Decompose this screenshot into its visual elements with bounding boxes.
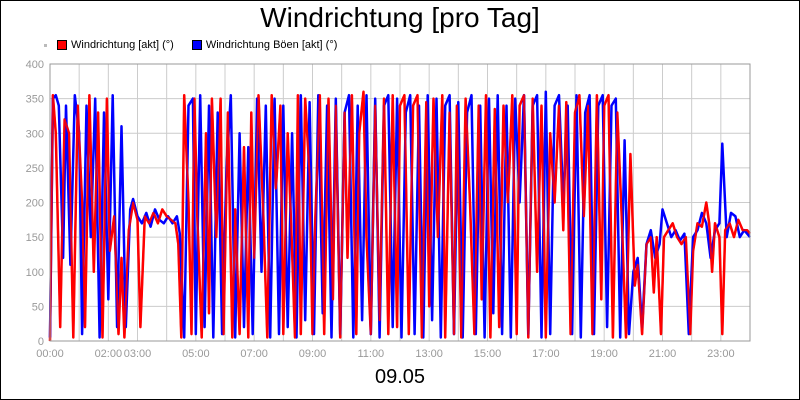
chart-legend: Windrichtung [akt] (°) Windrichtung Böen… xyxy=(44,38,355,52)
legend-marker-icon xyxy=(44,43,47,47)
x-axis-caption: 09.05 xyxy=(374,366,426,388)
x-tick-label: 11:00 xyxy=(357,348,384,360)
x-tick-label: 03:00 xyxy=(124,348,152,360)
y-tick-label: 150 xyxy=(26,232,44,244)
x-tick-label: 21:00 xyxy=(649,348,677,360)
series-line-windrichtung-overlay xyxy=(49,90,751,342)
x-tick-label: 09:00 xyxy=(299,348,327,360)
y-tick-label: 300 xyxy=(26,128,44,140)
y-tick-label: 200 xyxy=(26,198,44,210)
x-tick-label: 19:00 xyxy=(590,348,618,360)
x-tick-label: 23:00 xyxy=(707,348,735,360)
y-tick-label: 400 xyxy=(26,59,44,71)
legend-label-windrichtung: Windrichtung [akt] (°) xyxy=(71,39,174,51)
legend-item-windrichtung: Windrichtung [akt] (°) xyxy=(57,39,174,51)
x-tick-label: 00:00 xyxy=(36,348,64,360)
legend-label-windrichtung-boeen: Windrichtung Böen [akt] (°) xyxy=(205,39,338,51)
x-tick-label: 05:00 xyxy=(182,348,210,360)
y-tick-label: 250 xyxy=(26,163,44,175)
legend-item-windrichtung-boeen: Windrichtung Böen [akt] (°) xyxy=(191,39,338,51)
x-tick-label: 13:00 xyxy=(415,348,443,360)
y-tick-label: 350 xyxy=(26,94,44,106)
chart-title: Windrichtung [pro Tag] xyxy=(260,2,540,33)
legend-swatch-blue xyxy=(191,40,202,50)
x-tick-label: 07:00 xyxy=(240,348,268,360)
y-tick-label: 50 xyxy=(32,301,44,313)
plot-border xyxy=(49,63,751,342)
y-tick-label: 0 xyxy=(38,336,44,348)
x-tick-label: 02:00 xyxy=(95,348,123,360)
legend-swatch-red xyxy=(57,40,67,50)
x-tick-label: 15:00 xyxy=(474,348,502,360)
y-tick-label: 100 xyxy=(26,267,44,279)
x-tick-label: 17:00 xyxy=(532,348,560,360)
